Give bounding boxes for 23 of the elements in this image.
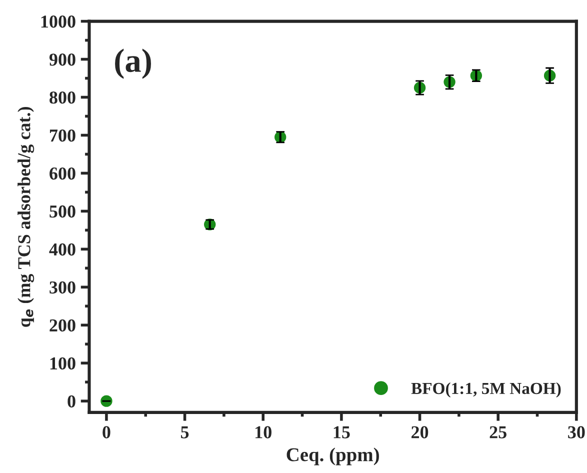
y-tick-label: 600 <box>50 167 76 180</box>
y-tick-label: 0 <box>68 395 76 408</box>
y-tick-label: 300 <box>50 281 76 294</box>
annotation: (a) <box>115 48 151 79</box>
x-tick-label: 0 <box>102 426 110 438</box>
x-tick-label: 20 <box>412 426 428 438</box>
y-tick-label: 700 <box>50 129 76 142</box>
y-tick-label: 1000 <box>41 16 76 28</box>
y-tick-label: 900 <box>49 54 76 66</box>
legend-label: BFO(1:1, 5M NaOH) <box>411 382 561 398</box>
y-tick-label: 100 <box>50 357 76 370</box>
x-tick-label: 5 <box>180 426 189 438</box>
x-tick-label: 30 <box>568 426 585 438</box>
y-axis-title: q$_{e}$ (mg TCS adsorbed/g cat.) <box>18 107 34 327</box>
y-tick-label: 800 <box>50 92 76 104</box>
y-tick-label: 200 <box>50 319 76 332</box>
x-tick-label: 10 <box>256 426 272 438</box>
x-axis-title: Ceq. (ppm) <box>286 448 379 466</box>
x-tick-label: 25 <box>490 426 506 438</box>
point <box>100 395 112 407</box>
x-tick-label: 15 <box>334 426 350 438</box>
y-tick-label: 500 <box>50 205 76 218</box>
y-tick-label: 400 <box>49 243 76 256</box>
